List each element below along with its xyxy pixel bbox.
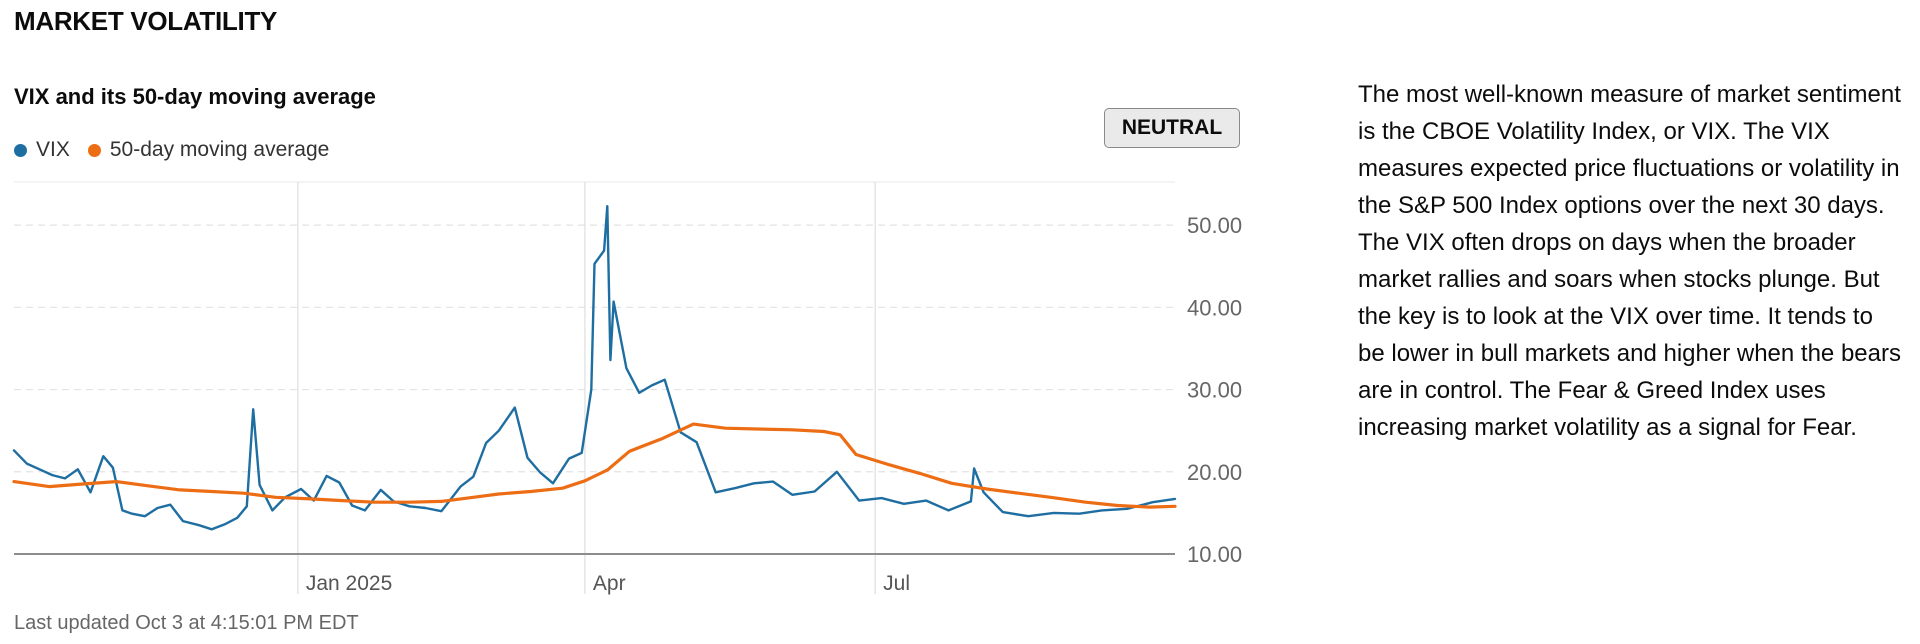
y-tick-label: 10.00 — [1187, 542, 1242, 567]
sentiment-badge: NEUTRAL — [1104, 108, 1240, 148]
y-tick-label: 20.00 — [1187, 460, 1242, 485]
legend-item-moving-average[interactable]: 50-day moving average — [87, 138, 330, 162]
legend-dot-icon — [87, 143, 101, 157]
legend-label-moving-average: 50-day moving average — [109, 138, 330, 161]
chart-legend: VIX 50-day moving average — [14, 138, 347, 162]
y-tick-label: 40.00 — [1187, 295, 1242, 320]
y-tick-label: 30.00 — [1187, 378, 1242, 403]
last-updated-timestamp: Last updated Oct 3 at 4:15:01 PM EDT — [14, 612, 359, 634]
moving-average-series-line — [12, 422, 1177, 509]
vix-line-chart: 10.00 20.00 30.00 40.00 50.00 Jan 2025 Apr Jul — [12, 181, 1242, 595]
vix-series-line — [12, 205, 1177, 531]
legend-item-vix[interactable]: VIX — [14, 138, 70, 162]
legend-label-vix: VIX — [36, 138, 70, 161]
y-tick-label: 50.00 — [1187, 213, 1242, 238]
legend-dot-icon — [14, 143, 27, 157]
section-title: MARKET VOLATILITY — [14, 6, 278, 36]
x-tick-label: Jan 2025 — [306, 572, 392, 595]
x-tick-label: Jul — [883, 572, 910, 595]
chart-title: VIX and its 50-day moving average — [14, 84, 376, 109]
x-tick-label: Apr — [593, 572, 626, 595]
vix-description: The most well-known measure of market se… — [1358, 81, 1901, 441]
